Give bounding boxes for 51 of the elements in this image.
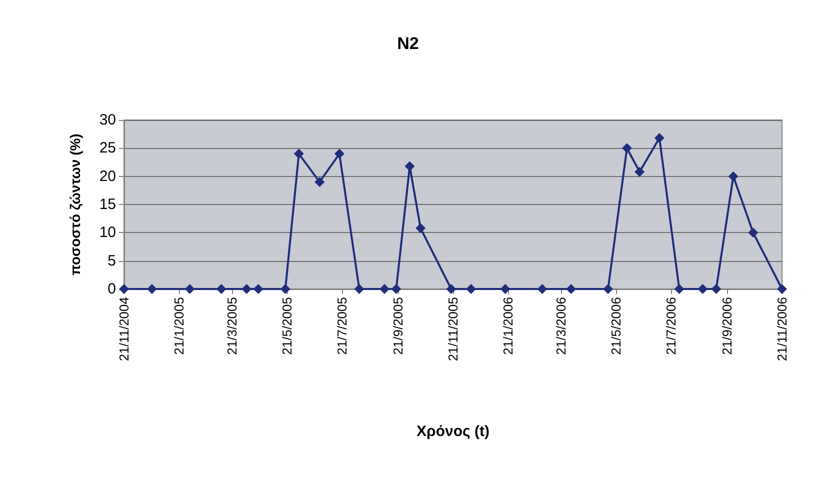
point	[537, 284, 548, 294]
x-tick-label: 21/7/2005	[334, 297, 350, 355]
y-tick-label: 20	[99, 168, 116, 185]
point	[280, 284, 290, 294]
point	[748, 228, 758, 238]
x-tick-label: 21/9/2005	[390, 297, 406, 355]
point	[711, 284, 722, 294]
x-tick-label: 21/3/2005	[224, 297, 240, 355]
point	[500, 284, 510, 294]
point	[416, 223, 426, 234]
x-tick-label: 21/5/2006	[608, 297, 624, 355]
point	[242, 284, 252, 294]
x-tick-label: 21/7/2006	[664, 297, 679, 355]
point	[654, 133, 664, 144]
y-tick-label: 10	[99, 224, 116, 242]
point	[728, 171, 738, 182]
x-tick-label: 21/11/2005	[446, 297, 460, 362]
y-tick-label: 15	[99, 196, 116, 213]
x-tick-label: 21/3/2006	[554, 297, 569, 355]
point	[674, 284, 684, 294]
point	[622, 143, 632, 154]
point	[391, 284, 402, 294]
point	[334, 148, 344, 159]
x-tick-label: 21/1/2006	[500, 297, 516, 355]
x-tick-label: 21/1/2005	[171, 297, 186, 355]
y-tick-label: 5	[108, 252, 116, 270]
chart-title: N2	[397, 34, 419, 53]
x-tick-label: 21/11/2004	[116, 297, 132, 362]
point	[446, 284, 456, 294]
point	[466, 284, 476, 294]
point	[216, 284, 226, 294]
point	[354, 284, 364, 294]
point	[379, 284, 390, 294]
point	[566, 284, 576, 294]
x-tick-label: 21/11/2006	[774, 297, 790, 362]
point	[294, 148, 304, 159]
x-axis-title: Χρόνος (t)	[416, 423, 490, 440]
point	[184, 284, 195, 294]
point	[698, 284, 708, 294]
point	[253, 284, 264, 294]
point	[603, 284, 614, 294]
x-tick-label: 21/9/2006	[720, 297, 735, 355]
point	[634, 166, 645, 177]
point	[404, 161, 415, 172]
point	[314, 176, 325, 187]
y-tick-label: 30	[99, 112, 116, 128]
point	[146, 284, 157, 294]
y-tick-label: 25	[99, 140, 116, 157]
y-tick-label: 0	[108, 280, 116, 298]
x-tick-label: 21/5/2005	[280, 297, 295, 355]
y-axis-title: ποσοστό ζώντων (%)	[67, 134, 83, 276]
